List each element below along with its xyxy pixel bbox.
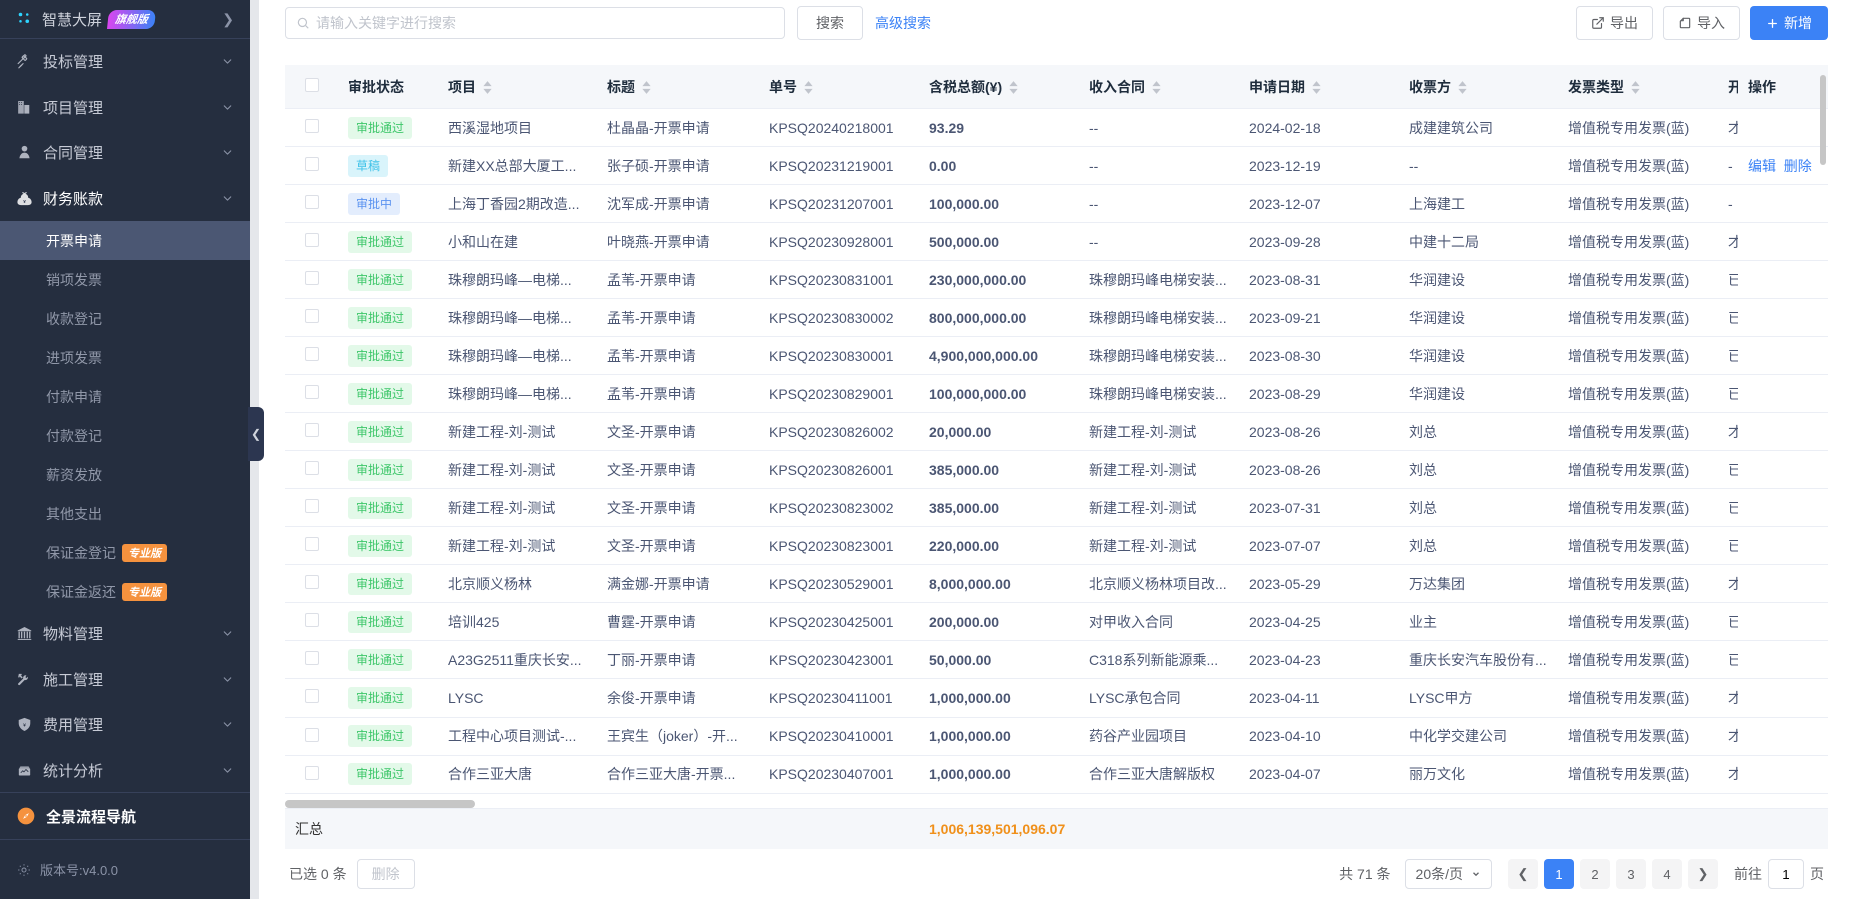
svg-text:¥: ¥ (23, 199, 26, 204)
svg-text:¥: ¥ (23, 723, 26, 729)
